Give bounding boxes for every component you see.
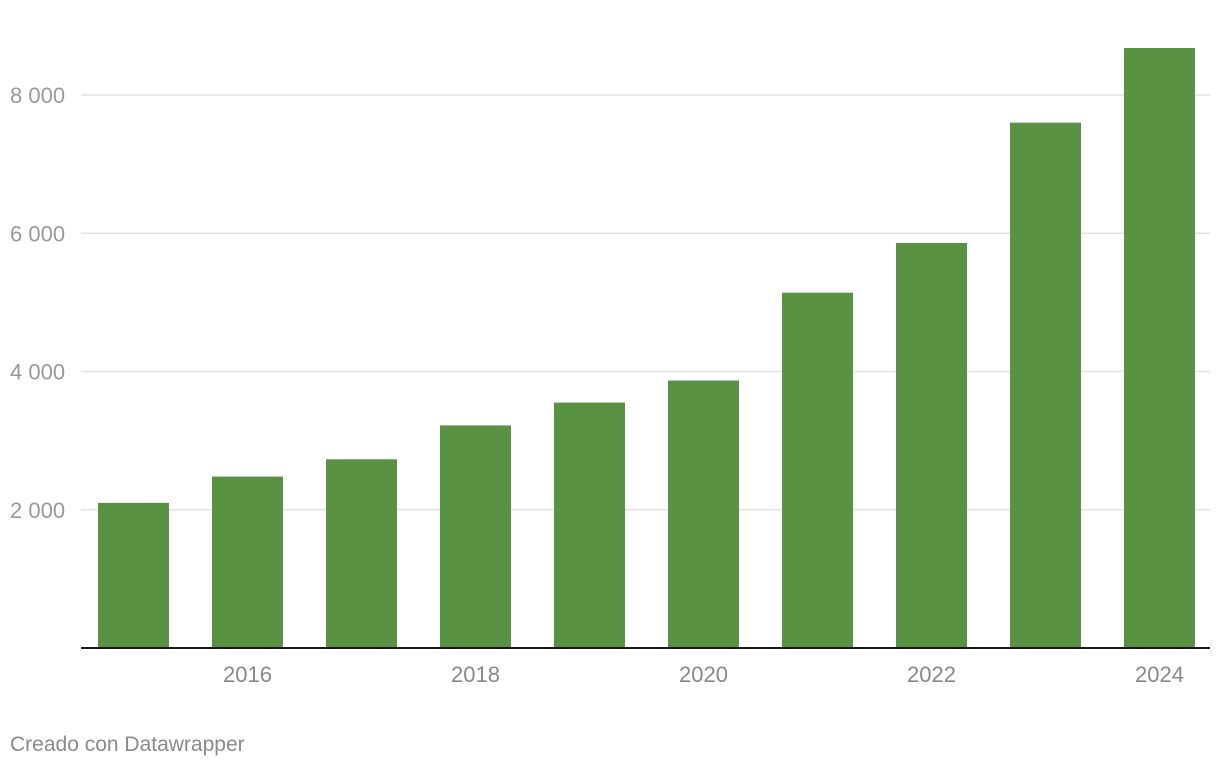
bar-2024: [1124, 47, 1195, 649]
footer-credit: Creado con Datawrapper: [10, 733, 245, 756]
bar-2015: [98, 502, 169, 648]
bar-2020: [668, 380, 739, 648]
bar-chart: 2 000 4 000 6 000 8 000 2016 2018 2020 2022 202…: [10, 47, 1210, 687]
y-axis-ticks: 2 000 4 000 6 000 8 000: [10, 83, 65, 523]
x-axis-ticks: 2016 2018 2020 2022 2024: [223, 662, 1184, 687]
bars: [98, 47, 1195, 649]
y-tick-label: 2 000: [10, 498, 65, 523]
y-tick-label: 6 000: [10, 221, 65, 246]
bar-2019: [554, 402, 625, 648]
x-tick-label: 2024: [1135, 662, 1184, 687]
bar-2021: [782, 292, 853, 648]
bar-2016: [212, 476, 283, 648]
x-tick-label: 2020: [679, 662, 728, 687]
x-tick-label: 2018: [451, 662, 500, 687]
x-tick-label: 2016: [223, 662, 272, 687]
y-tick-label: 8 000: [10, 83, 65, 108]
bar-2018: [440, 425, 511, 648]
x-tick-label: 2022: [907, 662, 956, 687]
bar-2023: [1010, 122, 1081, 648]
y-tick-label: 4 000: [10, 360, 65, 385]
bar-2017: [326, 459, 397, 648]
bar-2022: [896, 242, 967, 649]
